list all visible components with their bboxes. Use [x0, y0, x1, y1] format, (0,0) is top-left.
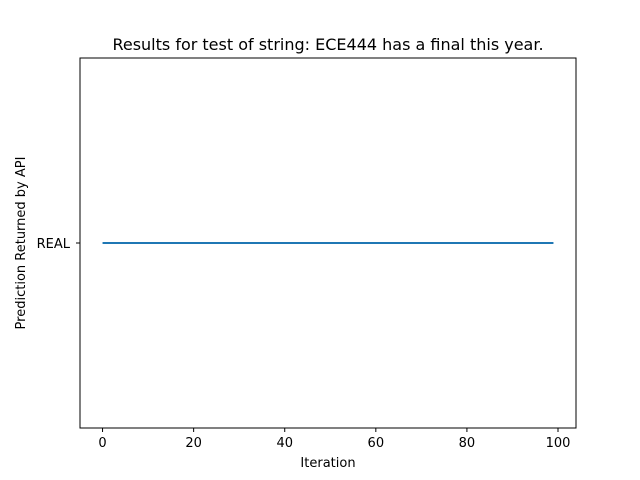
y-tick-label: REAL: [37, 237, 71, 252]
x-tick-label: 0: [98, 436, 106, 451]
chart-title: Results for test of string: ECE444 has a…: [112, 35, 543, 54]
x-axis-label: Iteration: [300, 456, 355, 471]
y-axis-label: Prediction Returned by API: [14, 157, 29, 330]
x-tick-label: 20: [185, 436, 202, 451]
x-tick-label: 60: [368, 436, 385, 451]
x-tick-label: 40: [276, 436, 293, 451]
x-tick-label: 80: [459, 436, 476, 451]
x-axis-ticks: 0 20 40 60 80 100: [98, 428, 570, 451]
y-axis-ticks: REAL: [37, 237, 80, 252]
x-tick-label: 100: [546, 436, 571, 451]
